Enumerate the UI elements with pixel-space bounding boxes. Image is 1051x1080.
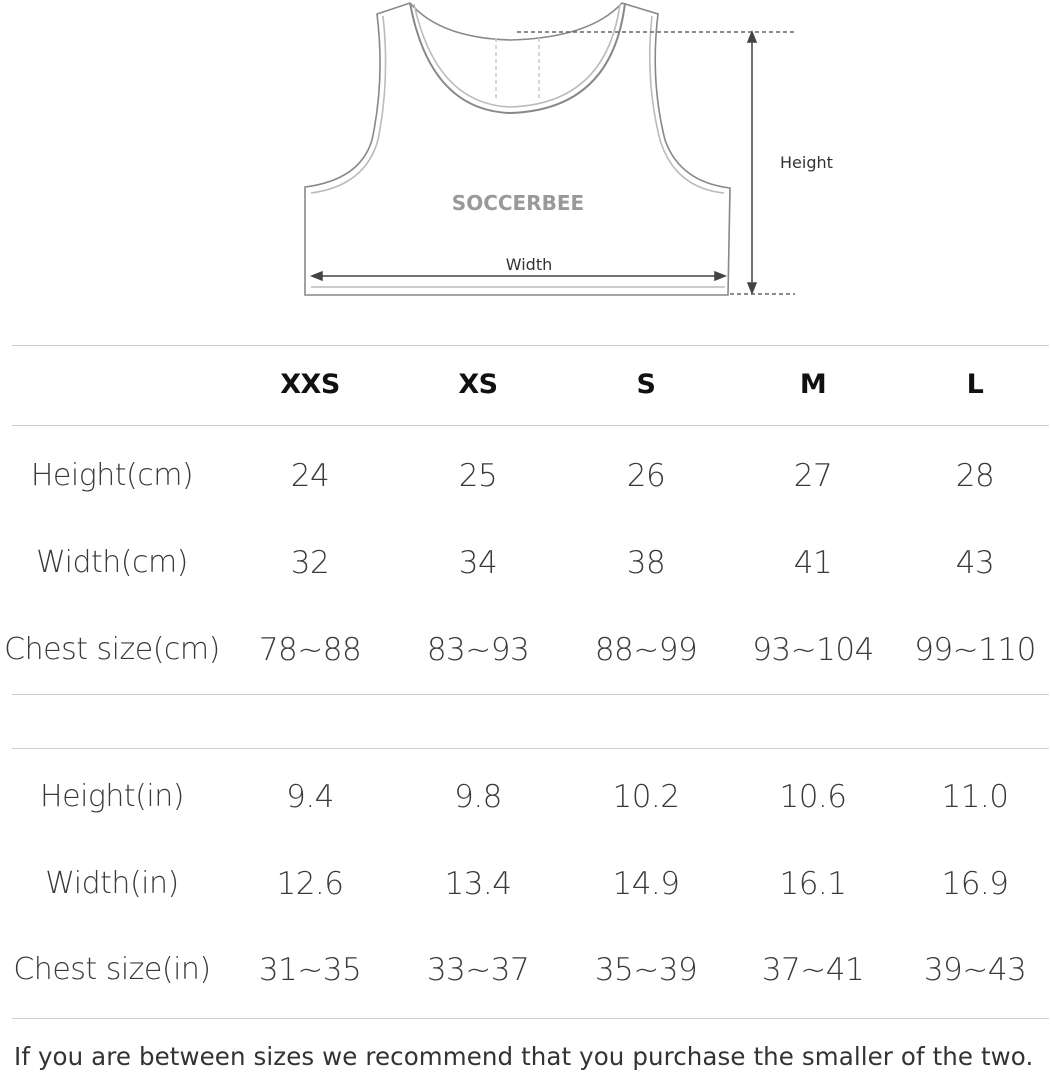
table-cell: 99~110: [914, 632, 1036, 668]
divider: [12, 1018, 1049, 1019]
table-row: Chest size(in) 31~35 33~37 35~39 37~41 39~43: [0, 945, 1051, 995]
divider: [12, 345, 1049, 346]
divider: [12, 748, 1049, 749]
table-row: Height(in) 9.4 9.8 10.2 10.6 11.0: [0, 772, 1051, 822]
table-cell: 25: [458, 458, 498, 494]
table-cell: 37~41: [761, 952, 865, 988]
table-cell: 39~43: [923, 952, 1027, 988]
table-row: Width(in) 12.6 13.4 14.9 16.1 16.9: [0, 859, 1051, 909]
table-cell: 16.9: [941, 866, 1009, 902]
table-cell: 93~104: [752, 632, 874, 668]
height-label: Height: [780, 153, 833, 172]
table-cell: 33~37: [426, 952, 530, 988]
table-cell: 83~93: [426, 632, 530, 668]
size-header: XS: [458, 369, 498, 400]
table-cell: 38: [626, 545, 666, 581]
tank-top-outline: [304, 2, 731, 296]
row-label: Height(in): [40, 779, 184, 814]
table-cell: 9.4: [286, 779, 334, 815]
brand-logo: SOCCERBEE: [452, 191, 584, 215]
table-cell: 16.1: [779, 866, 847, 902]
table-cell: 27: [793, 458, 833, 494]
table-cell: 11.0: [941, 779, 1009, 815]
table-cell: 41: [793, 545, 833, 581]
size-header-row: XXS XS S M L: [0, 360, 1051, 410]
size-header: S: [636, 369, 656, 400]
row-label: Chest size(in): [13, 952, 211, 987]
measure-lines: [309, 29, 795, 296]
width-label: Width: [506, 255, 552, 274]
garment-diagram: SOCCERBEE Height Width: [304, 2, 833, 296]
table-row: Height(cm) 24 25 26 27 28: [0, 451, 1051, 501]
table-cell: 9.8: [454, 779, 502, 815]
table-cell: 13.4: [444, 866, 512, 902]
row-label: Width(in): [45, 866, 179, 901]
size-header: L: [966, 369, 984, 400]
table-row: Width(cm) 32 34 38 41 43: [0, 538, 1051, 588]
divider: [12, 425, 1049, 426]
table-cell: 14.9: [612, 866, 680, 902]
row-label: Width(cm): [36, 545, 188, 580]
table-cell: 10.2: [612, 779, 680, 815]
table-row: Chest size(cm) 78~88 83~93 88~99 93~104 99~11…: [0, 625, 1051, 675]
sizing-note: If you are between sizes we recommend th…: [14, 1042, 1034, 1071]
table-cell: 34: [458, 545, 498, 581]
table-cell: 88~99: [594, 632, 698, 668]
row-label: Chest size(cm): [4, 632, 220, 667]
table-cell: 28: [955, 458, 995, 494]
table-cell: 31~35: [258, 952, 362, 988]
table-cell: 10.6: [779, 779, 847, 815]
size-header: XXS: [280, 369, 340, 400]
table-cell: 78~88: [258, 632, 362, 668]
table-cell: 24: [290, 458, 330, 494]
table-cell: 12.6: [276, 866, 344, 902]
divider: [12, 694, 1049, 695]
table-cell: 26: [626, 458, 666, 494]
row-label: Height(cm): [30, 458, 194, 493]
table-cell: 32: [290, 545, 330, 581]
table-cell: 43: [955, 545, 995, 581]
size-header: M: [799, 369, 827, 400]
table-cell: 35~39: [594, 952, 698, 988]
